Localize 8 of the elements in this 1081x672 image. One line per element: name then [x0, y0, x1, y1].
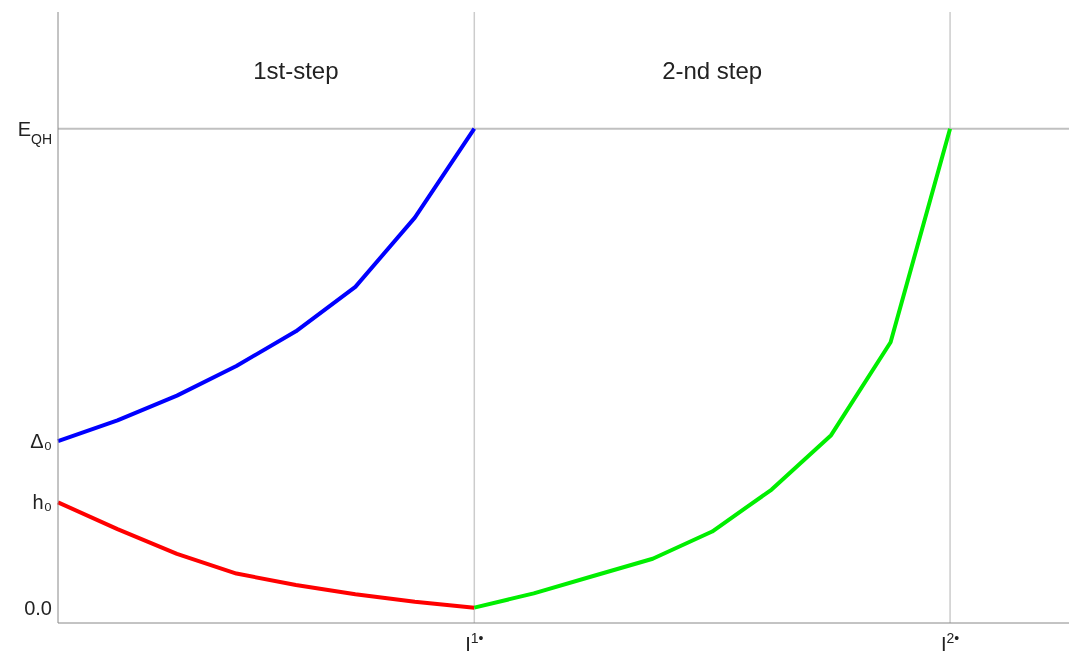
ref-line-label: E$_{QH}$: [17, 117, 52, 147]
text: h₀: [32, 491, 52, 514]
x-tick-label: I$^{2•}$: [940, 630, 960, 655]
x-tick-label: I$^{1•}$: [465, 630, 484, 655]
text: 2-nd step: [662, 57, 763, 85]
text: 0.0: [24, 596, 52, 619]
text: Δ₀: [30, 430, 52, 453]
text: 1st-step: [253, 57, 339, 85]
